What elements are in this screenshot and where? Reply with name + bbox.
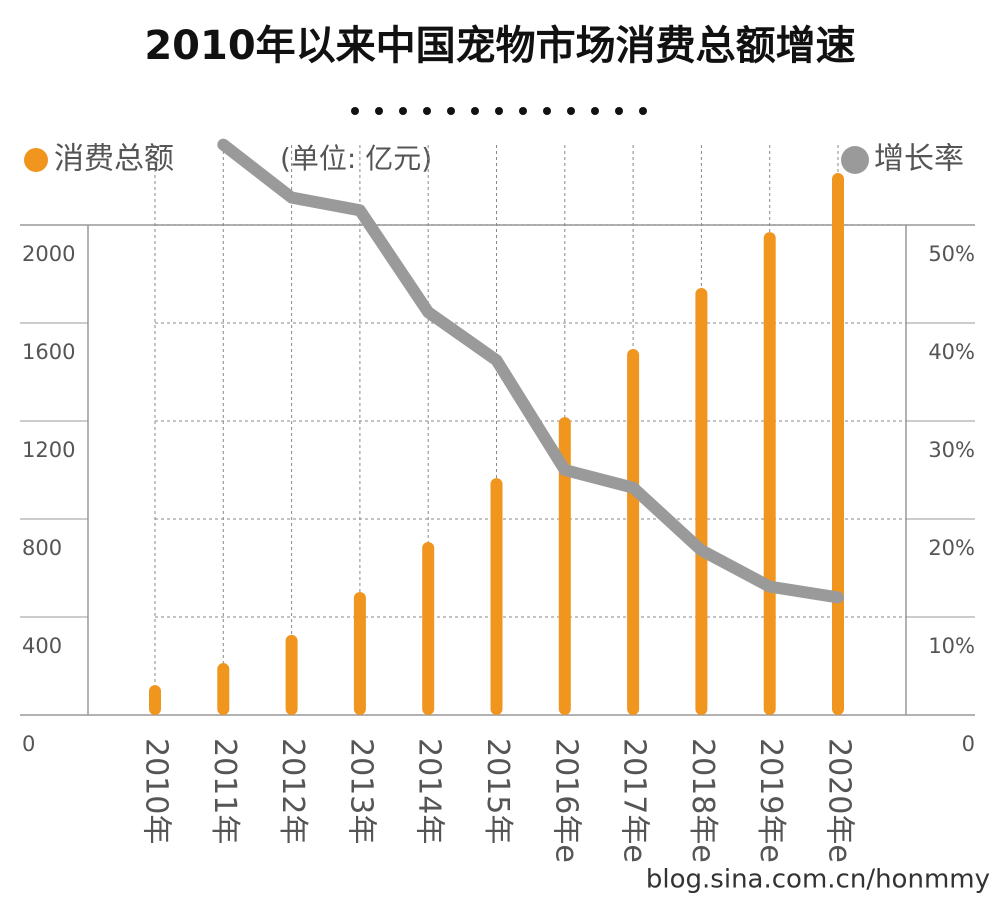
y2-tick-label: 20% [928, 536, 975, 560]
watermark: blog.sina.com.cn/honmmy [646, 865, 990, 895]
unit-label: (单位: 亿元) [280, 142, 432, 175]
bar [558, 417, 571, 715]
y-tick-label: 1600 [22, 340, 75, 364]
chart-title: 2010年以来中国宠物市场消费总额增速 [144, 23, 855, 69]
bar [763, 232, 776, 716]
x-tick-label: 2020年e [822, 738, 857, 863]
y-tick-label: 800 [22, 536, 62, 560]
y2-tick-label: 30% [928, 438, 975, 462]
x-tick-label: 2017年e [617, 738, 652, 863]
title-dots [351, 107, 647, 115]
y-tick-label: 2000 [22, 242, 75, 266]
x-tick-label: 2014年 [412, 738, 447, 844]
bar [353, 592, 366, 715]
bar [285, 634, 298, 715]
y2-tick-label: 10% [928, 634, 975, 658]
y2-tick-label: 0 [962, 732, 975, 756]
x-tick-label: 2015年 [480, 738, 515, 844]
x-tick-label: 2016年e [548, 738, 583, 863]
y2-tick-label: 40% [928, 340, 975, 364]
y-tick-label: 1200 [22, 438, 75, 462]
y-tick-label: 400 [22, 634, 62, 658]
bar [627, 348, 640, 715]
x-tick-label: 2012年 [275, 738, 310, 844]
legend-label: 消费总额 [54, 142, 174, 177]
bar [217, 663, 230, 715]
bar [149, 685, 161, 715]
bar [490, 478, 503, 715]
legend-swatch [24, 148, 48, 172]
x-tick-label: 2010年 [139, 738, 174, 844]
bar [422, 542, 435, 715]
x-tick-label: 2013年 [343, 738, 378, 844]
y2-tick-label: 50% [928, 242, 975, 266]
y-tick-label: 0 [22, 732, 35, 756]
bar [832, 173, 844, 715]
legend-label: 增长率 [874, 142, 964, 177]
x-tick-label: 2019年e [753, 738, 788, 863]
line [217, 138, 844, 604]
bar [695, 287, 708, 715]
x-tick-label: 2018年e [685, 738, 720, 863]
x-tick-label: 2011年 [207, 738, 242, 844]
legend-swatch [841, 146, 869, 174]
